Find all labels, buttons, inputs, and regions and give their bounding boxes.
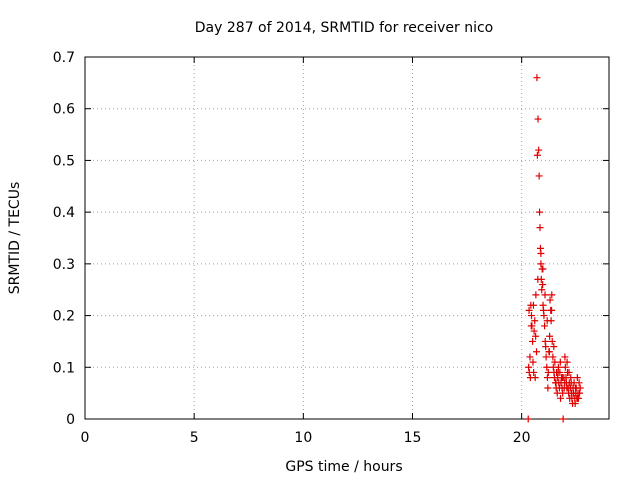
data-point — [532, 332, 540, 340]
x-tick-label: 20 — [513, 430, 531, 446]
data-point — [527, 312, 535, 320]
data-point — [541, 291, 549, 299]
x-axis-label: GPS time / hours — [285, 459, 402, 475]
data-point — [548, 337, 556, 345]
data-point — [561, 363, 569, 371]
data-point — [575, 379, 583, 387]
grid-lines — [85, 57, 609, 419]
data-point — [543, 363, 551, 371]
x-tick-label: 5 — [190, 430, 199, 446]
data-point — [537, 250, 545, 258]
data-point — [572, 384, 580, 392]
data-point — [550, 343, 558, 351]
data-point — [527, 322, 535, 330]
data-point — [558, 374, 566, 382]
data-point — [535, 172, 543, 180]
data-point — [541, 322, 549, 330]
data-point — [542, 343, 550, 351]
data-point — [525, 306, 533, 314]
data-point — [543, 317, 551, 325]
x-tick-label: 0 — [81, 430, 90, 446]
data-point — [545, 348, 553, 356]
data-point — [565, 368, 573, 376]
y-axis-label: SRMTID / TECUs — [7, 182, 23, 295]
data-point — [531, 374, 539, 382]
y-tick-label: 0.1 — [53, 360, 75, 376]
data-point — [529, 358, 537, 366]
plot-area-frame — [84, 56, 610, 420]
y-tick-label: 0.6 — [53, 102, 75, 118]
axis-ticks: 0 0.1 0.2 0.3 0.4 0.5 0.6 0.7 0 5 10 15 20 — [53, 50, 609, 446]
data-point — [563, 358, 571, 366]
data-point — [554, 368, 562, 376]
data-point — [563, 384, 571, 392]
data-point — [546, 332, 554, 340]
data-point — [533, 74, 541, 82]
data-point — [561, 379, 569, 387]
chart-title: Day 287 of 2014, SRMTID for receiver nic… — [195, 20, 493, 36]
data-point — [569, 389, 577, 397]
data-point — [539, 265, 547, 273]
data-point — [559, 389, 567, 397]
data-point — [529, 301, 537, 309]
data-point — [538, 286, 546, 294]
data-point — [573, 374, 581, 382]
y-tick-label: 0.4 — [53, 205, 75, 221]
x-tick-label: 10 — [294, 430, 312, 446]
data-point — [530, 368, 538, 376]
data-point — [526, 353, 534, 361]
data-point — [559, 415, 567, 423]
data-point — [539, 281, 547, 289]
data-point — [533, 348, 541, 356]
data-point — [529, 337, 537, 345]
y-tick-label: 0.5 — [53, 153, 75, 169]
data-point — [524, 415, 532, 423]
data-point — [535, 146, 543, 154]
y-tick-label: 0.3 — [53, 257, 75, 273]
data-point — [534, 275, 542, 283]
data-point — [549, 353, 557, 361]
data-point — [536, 208, 544, 216]
y-tick-label: 0.7 — [53, 50, 75, 66]
data-point — [543, 374, 551, 382]
data-point — [546, 296, 554, 304]
data-point — [552, 379, 560, 387]
data-point — [537, 260, 545, 268]
data-point — [548, 306, 556, 314]
data-point — [530, 327, 538, 335]
data-point — [544, 384, 552, 392]
data-point — [574, 394, 582, 402]
data-point — [534, 115, 542, 123]
x-tick-label: 15 — [404, 430, 422, 446]
data-point — [548, 291, 556, 299]
data-point — [542, 353, 550, 361]
data-point — [556, 358, 564, 366]
data-point — [571, 399, 579, 407]
data-point — [561, 353, 569, 361]
data-point — [540, 312, 548, 320]
data-point — [557, 394, 565, 402]
data-point — [532, 291, 540, 299]
data-point — [531, 317, 539, 325]
data-point — [525, 363, 533, 371]
data-point — [567, 379, 575, 387]
y-tick-label: 0 — [66, 412, 75, 428]
y-tick-label: 0.2 — [53, 309, 75, 325]
data-point — [536, 224, 544, 232]
data-point — [576, 389, 584, 397]
data-point — [533, 151, 541, 159]
data-points — [524, 74, 584, 423]
